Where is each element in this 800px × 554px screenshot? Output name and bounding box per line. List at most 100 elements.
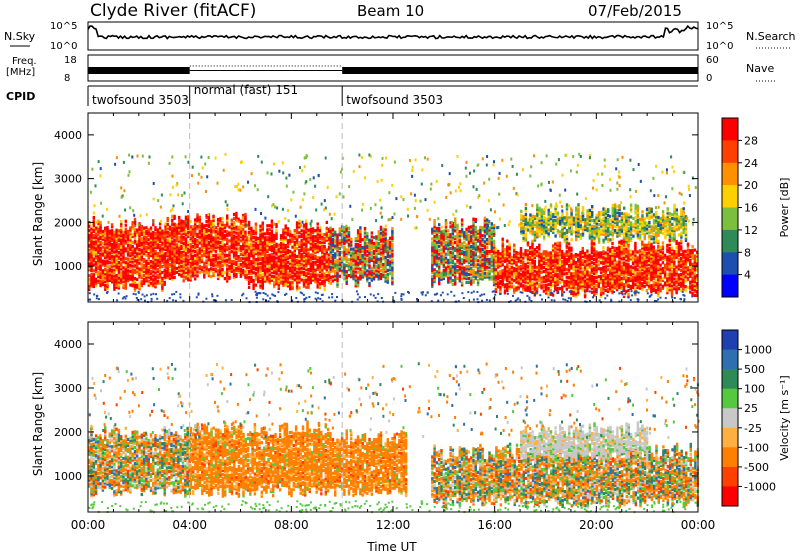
scatter-cell xyxy=(129,244,132,248)
scatter-cell xyxy=(479,277,482,281)
scatter-cell xyxy=(302,247,306,251)
scatter-cell xyxy=(166,276,169,280)
scatter-cell xyxy=(574,278,578,282)
scatter-cell xyxy=(515,280,518,284)
scatter-cell xyxy=(551,293,555,297)
scatter-cell xyxy=(463,233,466,237)
scatter-cell xyxy=(581,288,584,292)
scatter-cell xyxy=(309,247,312,251)
scatter-cell xyxy=(316,240,319,244)
scatter-cell xyxy=(298,250,301,254)
scatter-cell xyxy=(618,272,621,276)
scatter-cell xyxy=(533,269,536,273)
scatter-cell xyxy=(567,250,571,254)
scatter-cell xyxy=(156,255,159,260)
scatter-cell xyxy=(447,235,450,239)
scatter-cell xyxy=(356,254,360,258)
scatter-cell xyxy=(228,251,231,255)
scatter-cell xyxy=(490,255,493,259)
cpid-segment-label: normal (fast) 151 xyxy=(194,83,298,97)
scatter-cell xyxy=(126,259,130,263)
scatter-cell xyxy=(122,258,125,262)
scatter-cell xyxy=(194,222,197,226)
scatter-cell xyxy=(289,263,292,267)
scatter-cell xyxy=(590,284,594,288)
scatter-cell xyxy=(615,284,619,288)
scatter-cell xyxy=(129,263,132,267)
scatter-cell xyxy=(522,284,525,288)
scatter-cell xyxy=(307,279,310,283)
scatter-cell xyxy=(94,263,98,268)
scatter-cell xyxy=(196,244,199,248)
scatter-cell xyxy=(164,253,167,258)
scatter-cell xyxy=(257,246,260,250)
scatter-cell xyxy=(237,217,240,221)
scatter-cell xyxy=(386,262,389,267)
scatter-cell xyxy=(506,245,509,249)
scatter-cell xyxy=(316,234,319,238)
scatter-cell xyxy=(433,252,436,256)
scatter-cell xyxy=(263,251,267,256)
scatter-cell xyxy=(519,247,523,251)
scatter-cell xyxy=(156,232,159,236)
scatter-cell xyxy=(456,259,459,263)
scatter-cell xyxy=(329,236,332,240)
scatter-cell xyxy=(221,248,224,252)
scatter-cell xyxy=(230,263,233,268)
scatter-cell xyxy=(431,253,434,257)
scatter-cell xyxy=(501,257,504,261)
scatter-cell xyxy=(602,267,605,272)
scatter-cell xyxy=(599,271,603,275)
scatter-cell xyxy=(574,262,578,266)
scatter-cell xyxy=(97,266,100,271)
scatter-cell xyxy=(316,244,319,248)
scatter-cell xyxy=(145,275,148,279)
scatter-cell xyxy=(602,260,605,264)
scatter-cell xyxy=(483,236,487,240)
scatter-cell xyxy=(359,271,362,275)
scatter-cell xyxy=(178,215,181,220)
scatter-cell xyxy=(625,254,628,258)
scatter-cell xyxy=(122,252,125,256)
scatter-cell xyxy=(226,216,229,220)
scatter-cell xyxy=(368,260,371,264)
scatter-cell xyxy=(483,228,487,232)
scatter-cell xyxy=(184,256,188,261)
scatter-cell xyxy=(284,267,287,271)
scatter-cell xyxy=(235,241,238,245)
scatter-cell xyxy=(454,254,457,258)
scatter-cell xyxy=(252,261,255,265)
scatter-cell xyxy=(311,237,315,241)
scatter-cell xyxy=(221,242,224,246)
noise-sky-line xyxy=(87,24,699,40)
scatter-cell xyxy=(120,267,123,271)
scatter-cell xyxy=(129,283,132,287)
scatter-cell xyxy=(336,237,339,241)
scatter-cell xyxy=(433,262,436,266)
scatter-cell xyxy=(318,228,322,233)
scatter-cell xyxy=(284,248,287,252)
scatter-cell xyxy=(442,233,445,237)
scatter-cell xyxy=(590,267,594,271)
scatter-cell xyxy=(152,230,155,235)
scatter-cell xyxy=(266,267,269,271)
scatter-cell xyxy=(200,240,204,244)
scatter-cell xyxy=(597,267,600,271)
scatter-cell xyxy=(110,270,114,274)
scatter-cell xyxy=(361,275,364,279)
scatter-cell xyxy=(606,254,610,258)
scatter-cell xyxy=(540,258,543,262)
scatter-cell xyxy=(316,232,319,236)
scatter-cell xyxy=(279,257,283,261)
scatter-cell xyxy=(379,269,383,273)
scatter-cell xyxy=(554,272,557,276)
scatter-cell xyxy=(270,266,274,270)
scatter-cell xyxy=(101,233,105,237)
scatter-cell xyxy=(226,242,229,246)
scatter-cell xyxy=(178,265,181,269)
scatter-cell xyxy=(88,266,91,270)
scatter-cell xyxy=(117,231,121,235)
scatter-cell xyxy=(138,275,141,279)
scatter-cell xyxy=(451,237,455,241)
scatter-cell xyxy=(379,265,383,269)
